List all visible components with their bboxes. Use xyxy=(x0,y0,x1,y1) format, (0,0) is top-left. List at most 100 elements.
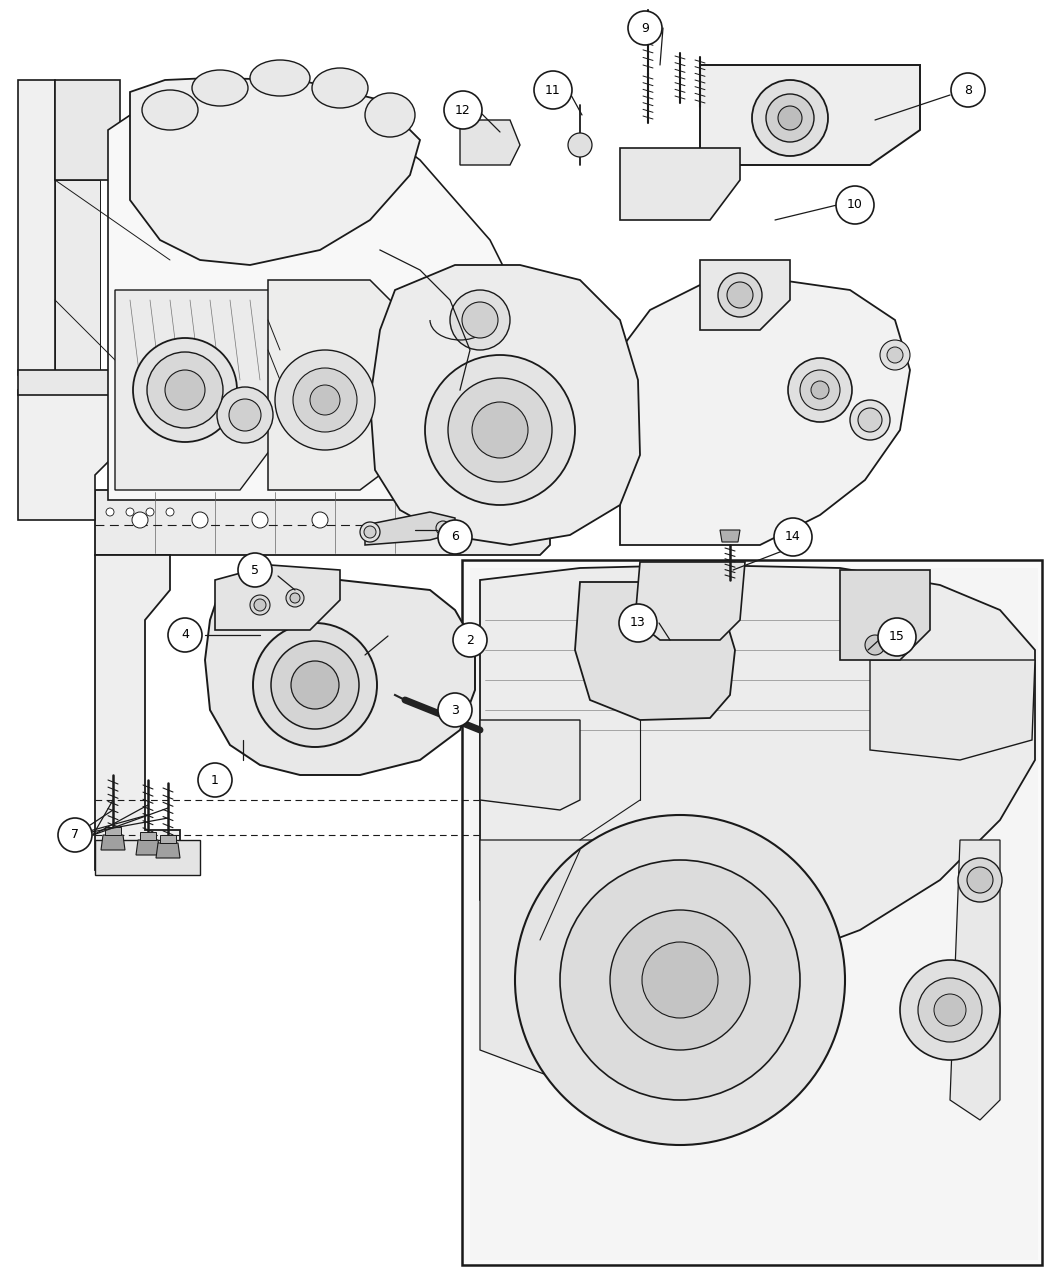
Circle shape xyxy=(752,80,828,156)
Polygon shape xyxy=(460,120,520,164)
Circle shape xyxy=(774,518,812,556)
Polygon shape xyxy=(18,80,55,375)
Circle shape xyxy=(568,133,592,157)
Circle shape xyxy=(238,553,272,586)
Circle shape xyxy=(360,521,380,542)
Text: 3: 3 xyxy=(452,704,459,717)
Text: 10: 10 xyxy=(847,199,863,212)
Polygon shape xyxy=(462,560,1042,1265)
Polygon shape xyxy=(94,490,550,555)
Circle shape xyxy=(448,377,552,482)
Circle shape xyxy=(560,861,800,1100)
Circle shape xyxy=(800,370,840,411)
Circle shape xyxy=(126,507,134,516)
Polygon shape xyxy=(205,580,475,775)
Polygon shape xyxy=(700,65,920,164)
Circle shape xyxy=(453,623,487,657)
Circle shape xyxy=(865,635,885,655)
Text: 2: 2 xyxy=(466,634,474,646)
Circle shape xyxy=(146,507,154,516)
Text: 7: 7 xyxy=(71,829,79,842)
Circle shape xyxy=(610,910,750,1051)
Circle shape xyxy=(766,94,814,142)
Polygon shape xyxy=(108,91,520,500)
Polygon shape xyxy=(18,370,130,395)
Circle shape xyxy=(217,388,273,442)
Polygon shape xyxy=(370,265,640,544)
Ellipse shape xyxy=(192,70,248,106)
Polygon shape xyxy=(840,570,930,660)
Circle shape xyxy=(958,858,1002,901)
Circle shape xyxy=(132,513,148,528)
Circle shape xyxy=(133,338,237,442)
Circle shape xyxy=(620,604,657,643)
Circle shape xyxy=(472,402,528,458)
Polygon shape xyxy=(116,289,270,490)
Polygon shape xyxy=(55,80,170,180)
Circle shape xyxy=(275,351,375,450)
Ellipse shape xyxy=(312,68,367,108)
Circle shape xyxy=(291,660,339,709)
Circle shape xyxy=(878,618,916,657)
Circle shape xyxy=(254,599,266,611)
Circle shape xyxy=(253,623,377,747)
Polygon shape xyxy=(620,148,740,221)
Polygon shape xyxy=(55,180,100,390)
Text: 11: 11 xyxy=(545,83,561,97)
Circle shape xyxy=(450,289,510,351)
Polygon shape xyxy=(101,835,125,850)
Polygon shape xyxy=(950,840,1000,1119)
Circle shape xyxy=(438,520,472,555)
Polygon shape xyxy=(18,390,130,520)
Text: 8: 8 xyxy=(964,83,972,97)
Circle shape xyxy=(293,368,357,432)
Polygon shape xyxy=(156,843,180,858)
Polygon shape xyxy=(635,562,746,640)
Circle shape xyxy=(778,106,802,130)
Polygon shape xyxy=(480,720,580,810)
Circle shape xyxy=(286,589,304,607)
Circle shape xyxy=(250,595,270,615)
Circle shape xyxy=(271,641,359,729)
Text: 4: 4 xyxy=(181,629,189,641)
Circle shape xyxy=(462,302,498,338)
Circle shape xyxy=(312,513,328,528)
Circle shape xyxy=(290,593,300,603)
Circle shape xyxy=(880,340,910,370)
Ellipse shape xyxy=(365,93,415,136)
Polygon shape xyxy=(700,260,790,330)
Polygon shape xyxy=(870,660,1035,760)
Polygon shape xyxy=(365,513,455,544)
Text: 15: 15 xyxy=(889,631,905,644)
Circle shape xyxy=(252,513,268,528)
Circle shape xyxy=(192,513,208,528)
Polygon shape xyxy=(94,840,200,875)
Circle shape xyxy=(788,358,852,422)
Polygon shape xyxy=(620,280,910,544)
Text: 14: 14 xyxy=(785,530,801,543)
Circle shape xyxy=(836,186,874,224)
Circle shape xyxy=(147,352,223,428)
Text: 12: 12 xyxy=(455,103,470,116)
Circle shape xyxy=(718,273,762,317)
Circle shape xyxy=(106,507,114,516)
Circle shape xyxy=(229,399,261,431)
Text: 5: 5 xyxy=(251,564,259,576)
Ellipse shape xyxy=(250,60,310,96)
Circle shape xyxy=(967,867,993,892)
Text: 13: 13 xyxy=(630,617,646,630)
Polygon shape xyxy=(136,840,160,856)
Ellipse shape xyxy=(142,91,198,130)
Circle shape xyxy=(425,354,575,505)
Text: 6: 6 xyxy=(452,530,459,543)
Circle shape xyxy=(934,994,966,1026)
Circle shape xyxy=(628,11,662,45)
Text: 1: 1 xyxy=(211,774,219,787)
Circle shape xyxy=(727,282,753,309)
Polygon shape xyxy=(268,280,400,490)
Circle shape xyxy=(198,762,232,797)
Polygon shape xyxy=(575,581,735,720)
Circle shape xyxy=(811,381,830,399)
Polygon shape xyxy=(130,78,420,265)
Polygon shape xyxy=(94,555,180,870)
